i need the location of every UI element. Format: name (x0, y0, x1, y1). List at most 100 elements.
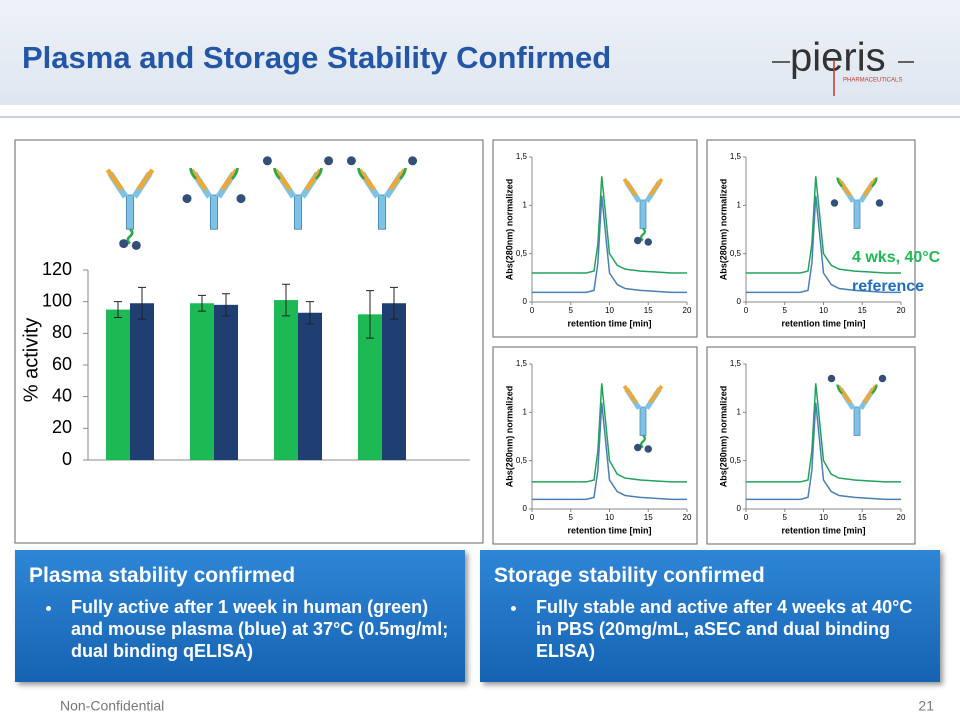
y-tick-label: 1 (737, 200, 742, 209)
antibody-icon (346, 156, 418, 230)
x-tick-label: 5 (569, 306, 574, 315)
error-bar (114, 301, 122, 318)
x-tick-label: 5 (783, 306, 788, 315)
icon-part (640, 434, 646, 449)
bar (106, 309, 130, 460)
y-tick-label: 80 (52, 322, 72, 342)
x-tick-label: 5 (783, 513, 788, 522)
chart-frame (492, 346, 698, 545)
box-heading: Plasma stability confirmed (29, 564, 296, 587)
chart-frame (492, 139, 698, 338)
x-tick-label: 5 (569, 513, 574, 522)
icon-part (648, 177, 664, 197)
icon-part (878, 374, 887, 383)
icon-part (220, 168, 239, 191)
icon-part (125, 194, 135, 230)
y-tick-label: 1 (523, 407, 528, 416)
icon-part (639, 406, 647, 436)
y-axis-label: Abs(280nm) normalized (718, 179, 728, 281)
x-tick-label: 0 (530, 513, 535, 522)
y-tick-label: 0,5 (730, 249, 742, 258)
icon-part (827, 374, 836, 383)
bullet-list: Fully active after 1 week in human (gree… (29, 596, 451, 662)
text-box: Storage stability confirmed Fully stable… (480, 550, 940, 682)
line (746, 176, 901, 274)
icon-part (871, 177, 878, 188)
antibody-icon (105, 168, 155, 250)
icon-part (862, 384, 878, 404)
icon-part (830, 199, 839, 207)
bar (274, 300, 298, 460)
y-tick-label: 1,5 (516, 152, 528, 161)
antibody-icon (262, 156, 334, 230)
y-axis-label: Abs(280nm) normalized (504, 179, 514, 281)
icon-part (388, 168, 407, 191)
bar (130, 303, 154, 460)
chart-frame (706, 139, 916, 338)
icon-part (408, 156, 418, 166)
x-tick-label: 20 (897, 513, 906, 522)
icon-part (640, 227, 646, 242)
icon-part (346, 156, 356, 166)
icon-part (853, 406, 861, 436)
line (746, 195, 901, 294)
error-bar (222, 293, 230, 317)
bullet-list: Fully stable and active after 4 weeks at… (494, 596, 926, 662)
y-tick-label: 60 (52, 354, 72, 374)
icon-part (131, 240, 141, 250)
y-tick-label: 0,5 (516, 456, 528, 465)
x-tick-label: 20 (683, 306, 692, 315)
y-tick-label: 0,5 (730, 456, 742, 465)
icon-part (293, 194, 303, 230)
y-axis-label: % activity (20, 318, 42, 402)
y-tick-label: 1,5 (730, 359, 742, 368)
x-axis-label: retention time [min] (567, 525, 651, 535)
y-tick-label: 1 (523, 200, 528, 209)
text-box: Plasma stability confirmed Fully active … (15, 550, 465, 682)
icon-part (357, 168, 376, 191)
bar (214, 304, 238, 460)
y-tick-label: 0 (737, 504, 742, 513)
icon-part (644, 238, 652, 246)
icon-part (357, 167, 365, 180)
x-tick-label: 10 (605, 513, 614, 522)
y-tick-label: 0 (523, 504, 528, 513)
icon-part (315, 167, 323, 180)
antibody-icon (622, 384, 664, 453)
icon-part (836, 384, 852, 404)
bar (298, 312, 322, 460)
y-axis-label: Abs(280nm) normalized (718, 386, 728, 488)
icon-part (126, 228, 134, 245)
error-bar (390, 286, 398, 320)
error-bar (306, 301, 314, 325)
y-tick-label: 1 (737, 407, 742, 416)
icon-part (399, 167, 407, 180)
y-tick-label: 0 (523, 297, 528, 306)
x-tick-label: 0 (744, 513, 749, 522)
x-tick-label: 10 (819, 306, 828, 315)
bar (382, 303, 406, 460)
y-tick-label: 40 (52, 385, 72, 405)
icon-part (648, 384, 664, 404)
header-band (0, 0, 960, 105)
icon-part (377, 194, 387, 230)
antibody-icon (622, 177, 664, 246)
icon-part (836, 177, 843, 188)
y-tick-label: 0 (737, 297, 742, 306)
box-heading: Storage stability confirmed (494, 564, 765, 587)
icon-part (189, 168, 208, 191)
icon-part (273, 168, 292, 191)
x-tick-label: 15 (858, 513, 867, 522)
icon-part (262, 156, 272, 166)
line (532, 383, 687, 483)
line (746, 383, 901, 483)
icon-part (836, 177, 852, 197)
icon-part (853, 199, 861, 229)
legend-label: 4 wks, 40°C (852, 249, 941, 266)
icon-part (836, 384, 843, 395)
icon-part (644, 445, 652, 453)
icon-part (862, 177, 878, 197)
icon-part (231, 167, 239, 180)
logo-subtitle: PHARMACEUTICALS (843, 78, 902, 84)
